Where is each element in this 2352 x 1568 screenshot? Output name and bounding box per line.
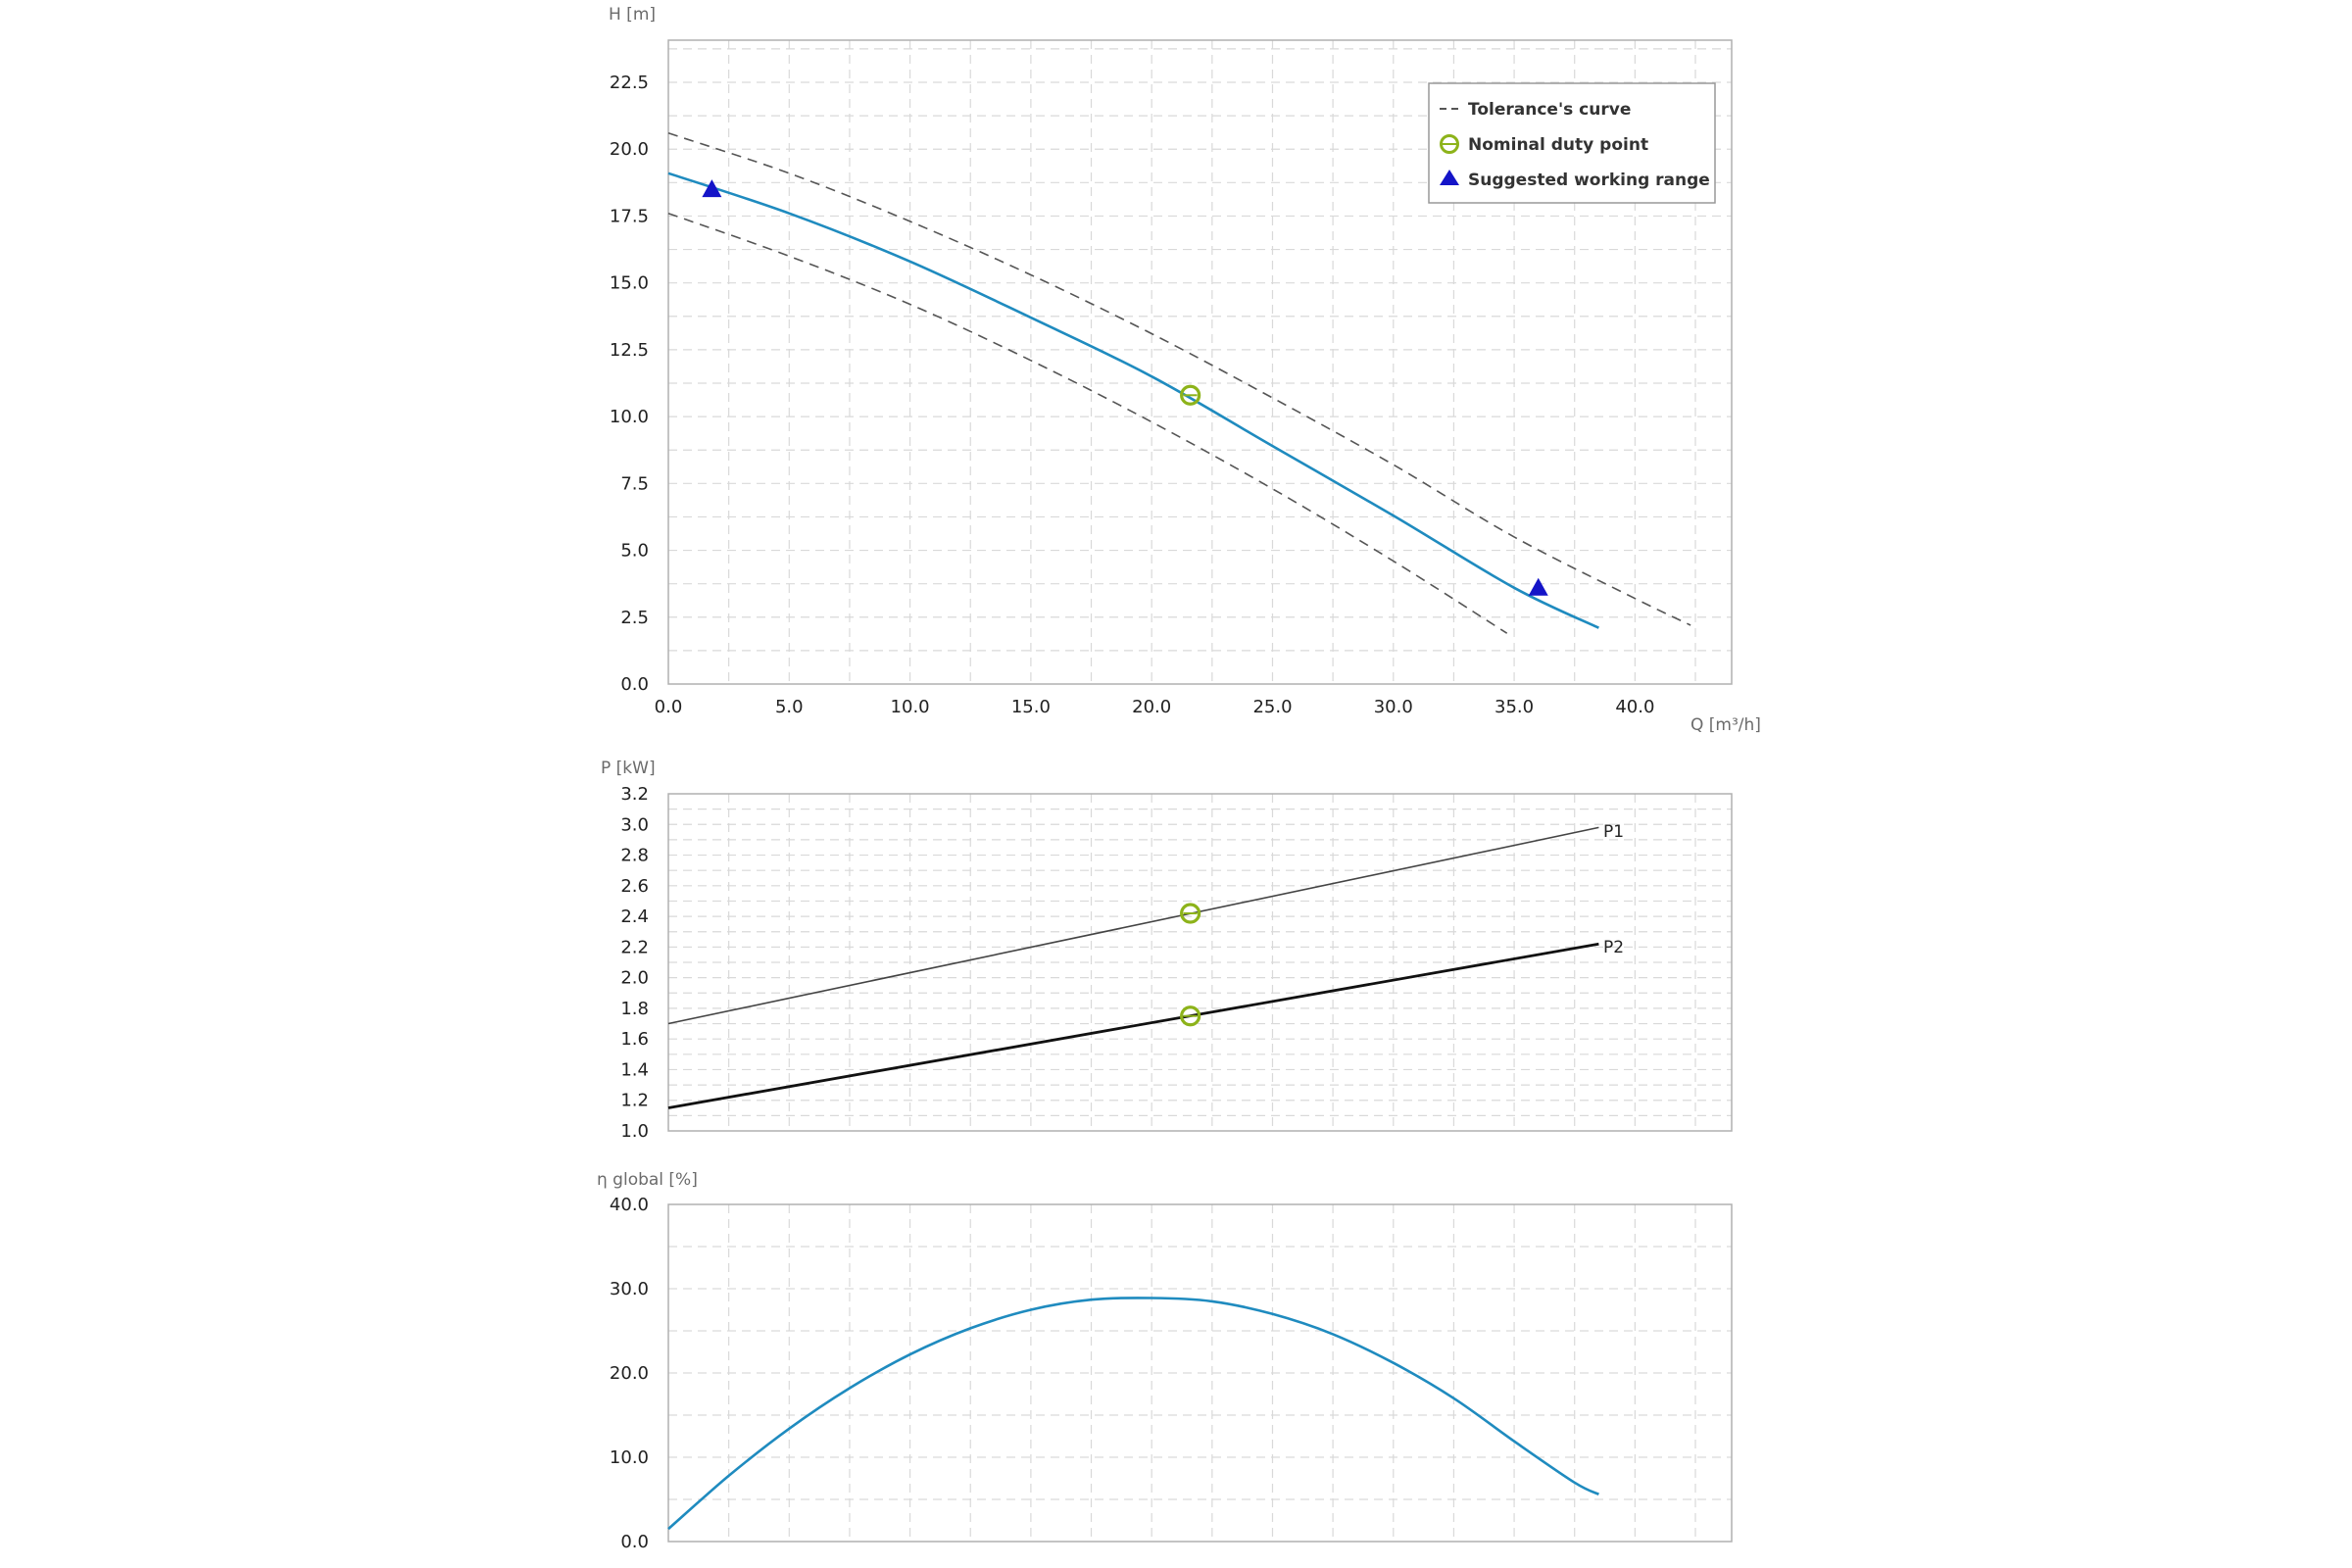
y-tick-label: 15.0 [610,273,649,294]
power-chart-markers [1180,903,1201,1027]
working-range-marker [702,179,722,198]
duty-point-marker [1180,1005,1201,1027]
series-label-p2: P2 [1603,938,1624,957]
y-tick-label: 2.0 [620,968,649,989]
y-tick-label: 1.8 [620,999,649,1019]
y-tick-label: 5.0 [620,541,649,562]
y-tick-label: 2.5 [620,608,649,628]
y-tick-label: 1.6 [620,1029,649,1050]
x-tick-label: 30.0 [1374,697,1413,717]
tolerance-curve [667,212,1508,634]
power-chart-curves [667,826,1599,1109]
duty-point-marker [1180,903,1201,924]
legend-entry-tolerance: Tolerance's curve [1468,100,1631,120]
x-tick-label: 35.0 [1494,697,1534,717]
legend: Tolerance's curve Nominal duty point Sug… [1428,82,1716,204]
power-chart: 1.0 1.2 1.4 1.6 1.8 2.0 2.2 2.4 2.6 2.8 3.0 3.2 P [… [601,759,1733,1142]
y-tick-label: 30.0 [610,1279,649,1299]
series-label-p1: P1 [1603,822,1624,842]
legend-box [1428,82,1716,204]
efficiency-chart-y-tick-labels: 0.0 10.0 20.0 30.0 40.0 [610,1195,649,1552]
y-tick-label: 3.2 [620,784,649,805]
y-tick-label: 10.0 [610,1447,649,1468]
y-tick-label: 0.0 [620,674,649,695]
head-chart-y-axis-label: H [m] [609,5,656,24]
y-tick-label: 2.4 [620,906,649,927]
efficiency-chart-curves [667,1297,1599,1531]
y-tick-label: 12.5 [610,340,649,361]
efficiency-chart: 0.0 10.0 20.0 30.0 40.0 η global [%] [597,1170,1733,1552]
y-tick-label: 20.0 [610,1363,649,1384]
legend-open-circle-icon [1440,134,1459,154]
tolerance-curve [667,132,1691,626]
x-tick-label: 15.0 [1011,697,1051,717]
x-tick-label: 40.0 [1615,697,1654,717]
head-chart-grid [668,40,1732,684]
y-tick-label: 1.0 [620,1121,649,1142]
x-tick-label: 5.0 [775,697,804,717]
head-chart-frame [667,39,1733,685]
legend-entry-working-range: Suggested working range [1468,171,1710,190]
y-tick-label: 1.2 [620,1091,649,1111]
p1-curve [667,826,1599,1025]
y-tick-label: 0.0 [620,1532,649,1552]
head-chart-markers [702,179,1548,596]
x-tick-label: 25.0 [1252,697,1292,717]
duty-point-marker [1180,384,1201,406]
power-chart-frame [667,793,1733,1132]
head-chart: 0.0 2.5 5.0 7.5 10.0 12.5 15.0 17.5 20.0 22.5 0.0… [609,5,1761,735]
head-chart-curves [667,132,1691,634]
y-tick-label: 20.0 [610,139,649,160]
efficiency-curve [667,1297,1599,1531]
x-tick-label: 20.0 [1132,697,1171,717]
head-chart-y-tick-labels: 0.0 2.5 5.0 7.5 10.0 12.5 15.0 17.5 20.0 22.5 [610,73,649,695]
head-curve [667,172,1599,629]
head-chart-x-axis-label: Q [m³/h] [1690,715,1761,735]
p2-curve [667,942,1599,1109]
y-tick-label: 1.4 [620,1059,649,1080]
efficiency-chart-y-axis-label: η global [%] [597,1170,698,1190]
y-tick-label: 2.8 [620,846,649,866]
y-tick-label: 2.6 [620,876,649,897]
head-chart-x-tick-labels: 0.0 5.0 10.0 15.0 20.0 25.0 30.0 35.0 40.0 [655,697,1655,717]
y-tick-label: 22.5 [610,73,649,93]
x-tick-label: 10.0 [891,697,930,717]
power-chart-grid [668,794,1732,1131]
y-tick-label: 10.0 [610,407,649,427]
x-tick-label: 0.0 [655,697,683,717]
efficiency-chart-grid [668,1204,1732,1542]
y-tick-label: 17.5 [610,206,649,226]
working-range-marker [1528,577,1548,596]
legend-entry-duty-point: Nominal duty point [1468,135,1648,155]
y-tick-label: 2.2 [620,937,649,957]
y-tick-label: 7.5 [620,473,649,494]
efficiency-chart-frame [667,1203,1733,1543]
y-tick-label: 40.0 [610,1195,649,1215]
power-chart-y-axis-label: P [kW] [601,759,656,778]
y-tick-label: 3.0 [620,814,649,835]
power-chart-y-tick-labels: 1.0 1.2 1.4 1.6 1.8 2.0 2.2 2.4 2.6 2.8 3.0 3.2 [620,784,649,1142]
legend-triangle-icon [1440,170,1459,185]
